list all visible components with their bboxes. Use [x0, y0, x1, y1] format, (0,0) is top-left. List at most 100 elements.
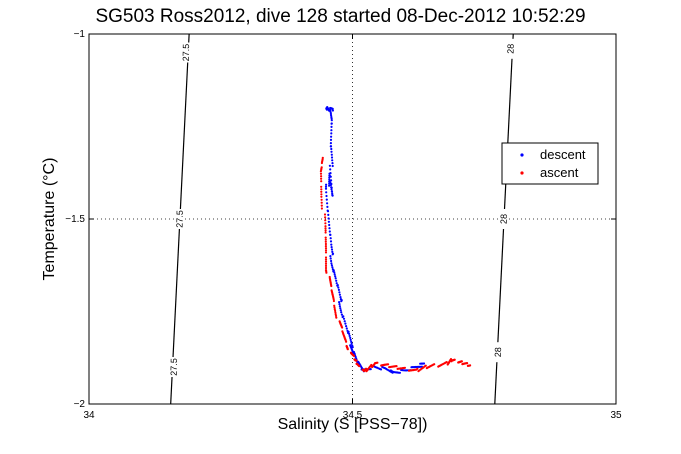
- descent-point: [325, 191, 328, 194]
- descent-point: [327, 217, 330, 220]
- descent-point: [339, 309, 342, 312]
- descent-point: [330, 129, 333, 132]
- ascent-point: [324, 262, 328, 265]
- descent-point: [336, 284, 339, 287]
- descent-point: [348, 334, 351, 337]
- contour-label-bg: [505, 38, 516, 59]
- descent-point: [326, 202, 329, 205]
- descent-point: [335, 282, 338, 285]
- descent-point: [345, 327, 348, 330]
- ascent-point: [380, 364, 383, 367]
- descent-point: [329, 237, 332, 240]
- ascent-point: [461, 363, 464, 366]
- contour-label: 27.5: [174, 210, 184, 228]
- ascent-point: [324, 242, 327, 246]
- ascent-point: [353, 358, 356, 361]
- descent-point: [328, 182, 331, 185]
- ascent-point: [320, 175, 323, 178]
- ascent-point: [466, 364, 469, 367]
- ascent-point: [324, 264, 328, 267]
- descent-point: [333, 271, 336, 274]
- descent-point: [347, 330, 350, 333]
- ascent-point: [365, 370, 368, 373]
- descent-point: [328, 223, 331, 227]
- ascent-point: [320, 188, 323, 191]
- descent-point: [329, 145, 333, 148]
- descent-point: [328, 178, 331, 181]
- ascent-point: [324, 236, 327, 239]
- descent-point: [330, 132, 333, 135]
- ascent-point: [320, 177, 323, 180]
- ascent-point: [323, 213, 327, 216]
- descent-point: [327, 213, 330, 216]
- ascent-point: [417, 370, 420, 373]
- y-tick-label: −1.5: [65, 214, 85, 225]
- descent-point: [334, 277, 337, 280]
- legend-marker-ascent: [520, 171, 524, 175]
- ascent-point: [324, 247, 328, 250]
- ascent-point: [320, 193, 323, 196]
- descent-point: [338, 291, 341, 294]
- descent-point: [345, 325, 348, 328]
- ascent-point: [320, 204, 323, 207]
- descent-point: [328, 230, 331, 233]
- ascent-point: [324, 222, 327, 225]
- ascent-point: [334, 311, 337, 314]
- ascent-point: [407, 369, 411, 372]
- descent-point: [342, 315, 345, 318]
- ascent-point: [320, 185, 323, 188]
- descent-point: [338, 303, 341, 306]
- descent-point: [325, 198, 328, 201]
- ascent-point: [320, 180, 323, 183]
- descent-point: [337, 288, 340, 291]
- ascent-point: [324, 245, 327, 248]
- descent-point: [331, 159, 334, 162]
- contour-label: 27.5: [181, 44, 191, 62]
- descent-point: [330, 150, 333, 153]
- descent-point: [330, 246, 333, 249]
- ascent-point: [361, 368, 364, 371]
- ascent-point: [333, 306, 336, 309]
- ascent-point: [355, 362, 358, 365]
- ascent-point: [345, 344, 348, 348]
- ascent-point: [324, 227, 327, 230]
- descent-point: [324, 185, 328, 188]
- descent-point: [329, 240, 333, 243]
- descent-point: [329, 142, 332, 145]
- descent-point: [331, 164, 334, 168]
- contour-label: 27.5: [169, 358, 179, 376]
- descent-point: [328, 227, 331, 230]
- x-tick-label: 34: [83, 410, 95, 421]
- legend-marker-descent: [520, 153, 524, 157]
- descent-point: [335, 279, 338, 282]
- ascent-point: [324, 258, 328, 261]
- descent-point: [330, 186, 333, 189]
- descent-point: [333, 273, 336, 276]
- descent-point: [344, 322, 347, 325]
- y-tick-label: −1: [74, 29, 86, 40]
- ascent-point: [334, 309, 337, 312]
- descent-point: [349, 338, 352, 341]
- descent-point: [334, 275, 337, 278]
- ascent-point: [334, 313, 337, 316]
- descent-point: [331, 252, 335, 255]
- descent-point: [338, 301, 341, 304]
- descent-point: [328, 164, 331, 167]
- ascent-point: [335, 316, 338, 319]
- descent-point: [324, 187, 328, 190]
- descent-point: [331, 194, 334, 197]
- x-axis-label: Salinity (S [PSS−78]): [277, 416, 428, 433]
- ascent-point: [338, 320, 341, 323]
- descent-point: [340, 299, 343, 302]
- descent-point: [330, 243, 333, 246]
- contour-label: 28: [499, 214, 509, 224]
- ascent-point: [324, 225, 327, 228]
- descent-point: [326, 210, 330, 213]
- legend-label-ascent: ascent: [540, 165, 579, 180]
- descent-point: [328, 172, 331, 175]
- ascent-point: [396, 367, 399, 370]
- ascent-point: [437, 365, 440, 368]
- y-tick-label: −2: [74, 399, 86, 410]
- descent-point: [327, 220, 330, 223]
- contour-label: 28: [506, 44, 516, 54]
